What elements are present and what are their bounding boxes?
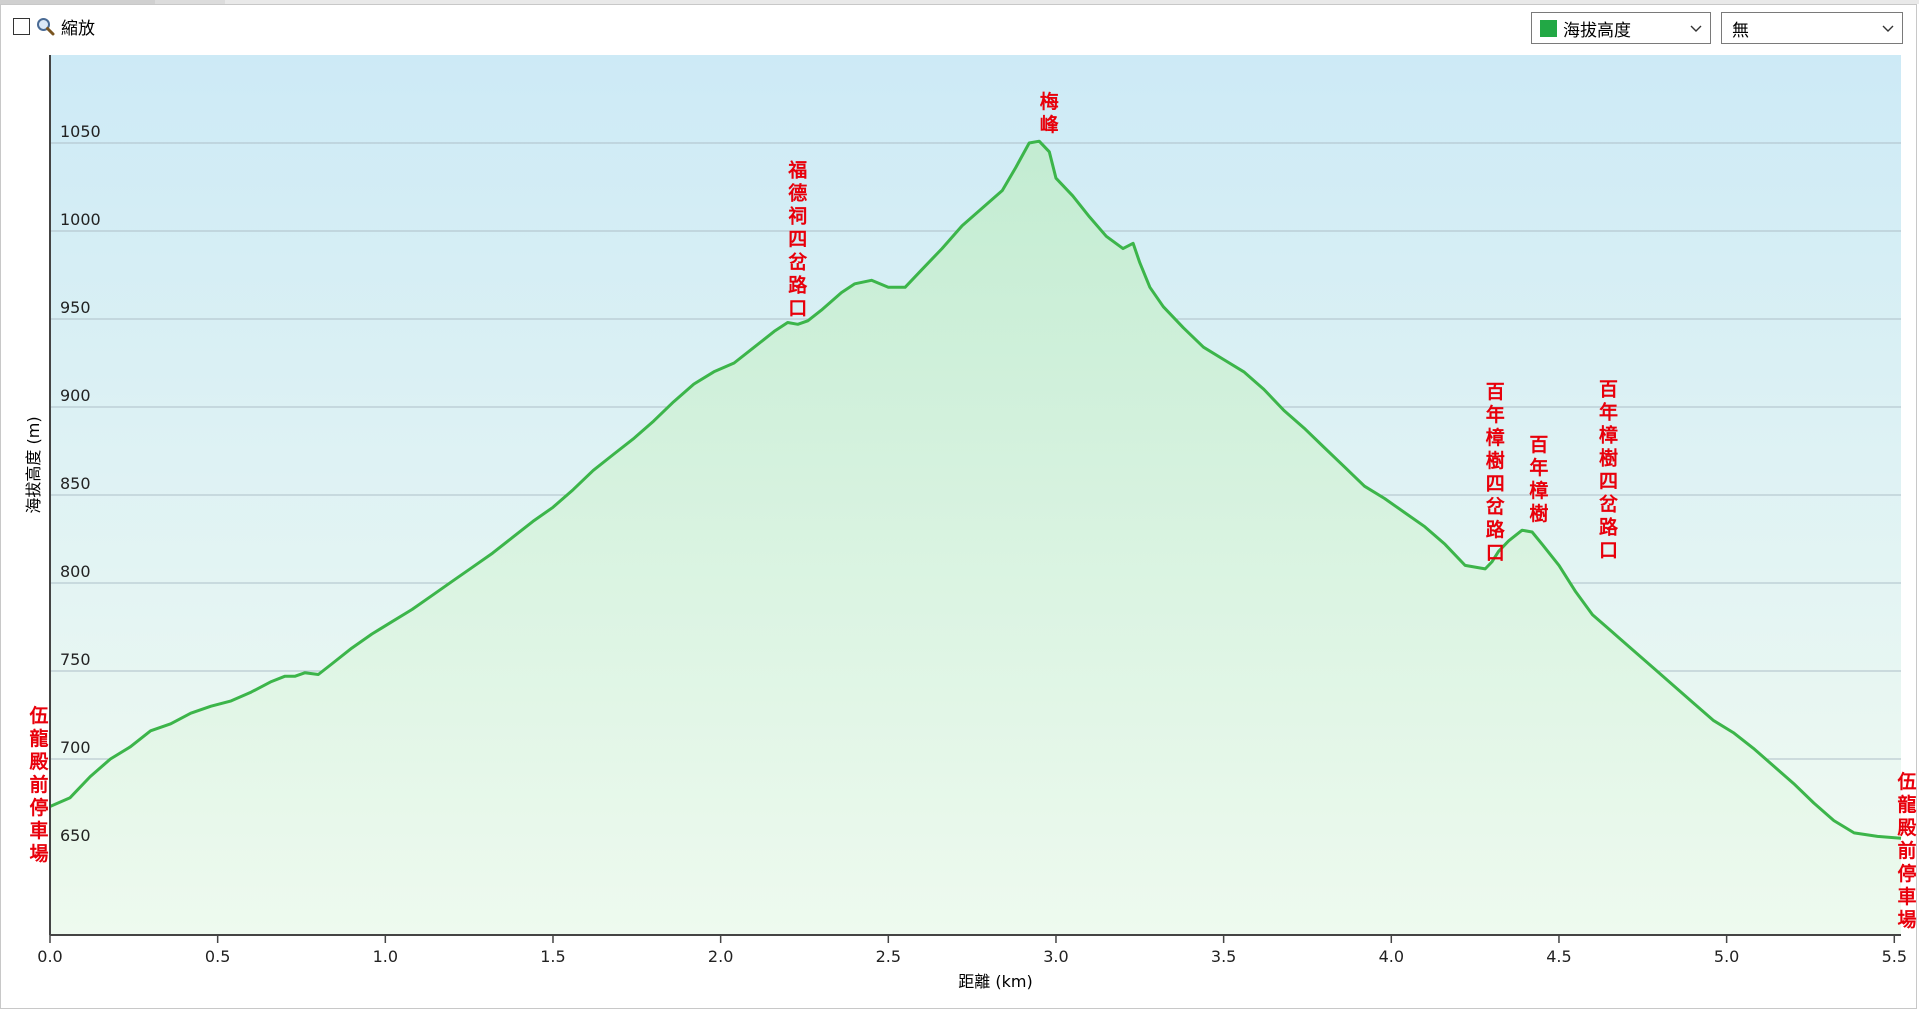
magnifier-icon: [37, 17, 55, 35]
annotation-char: 前: [1897, 839, 1916, 862]
annotation-char: 伍: [1896, 770, 1916, 793]
annotation-char: 樟: [1486, 426, 1505, 449]
zoom-toolbar: 縮放: [13, 14, 95, 39]
annotation-char: 伍: [28, 704, 48, 727]
annotation-char: 百: [1529, 434, 1548, 456]
annotation-char: 年: [1599, 400, 1618, 423]
zoom-label: 縮放: [61, 18, 95, 39]
annotation-char: 路: [788, 273, 808, 296]
elevation-line[interactable]: [49, 139, 1902, 840]
y-axis-ticks: 650 700 750 800 850 900 950 1000 1050: [60, 122, 101, 845]
annotation-char: 四: [1486, 473, 1505, 495]
annotation-char: 龍: [29, 727, 48, 750]
series-select[interactable]: 海拔高度: [1531, 12, 1711, 44]
annotation-char: 場: [1897, 909, 1916, 931]
annotation-char: 年: [1529, 456, 1548, 479]
y-tick-label: 700: [60, 738, 91, 757]
zoom-checkbox[interactable]: [13, 17, 30, 35]
annotation-char: 樹: [1486, 449, 1505, 472]
annotation-char: 百: [1486, 381, 1505, 403]
x-axis-title: 距離 (km): [958, 972, 1032, 991]
annotation-char: 梅: [1040, 90, 1059, 113]
elevation-area: [50, 141, 1901, 935]
series-color-swatch: [1540, 19, 1557, 37]
top-strip: [0, 0, 1919, 4]
x-axis-ticks: 0.0 0.5 1.0 1.5 2.0 2.5 3.0 3.5 4.0 4.5 5.0 5.5: [37, 935, 1907, 966]
annotation-char: 岔: [1486, 495, 1506, 518]
annotation-char: 樹: [1599, 446, 1618, 469]
secondary-select-value: 無: [1732, 20, 1749, 41]
axes: [49, 55, 1901, 936]
annotation-char: 福: [787, 158, 807, 181]
x-tick-label: 5.5: [1882, 947, 1907, 966]
annotation-char: 年: [1486, 403, 1505, 426]
y-tick-label: 850: [60, 474, 91, 493]
annotation-char: 峰: [1040, 113, 1060, 136]
x-tick-label: 5.0: [1714, 947, 1739, 966]
y-tick-label: 750: [60, 650, 91, 669]
y-tick-label: 650: [60, 826, 91, 845]
tab-strip-mid[interactable]: [155, 0, 225, 4]
x-tick-label: 3.5: [1211, 947, 1236, 966]
annotation-char: 祠: [788, 204, 807, 227]
annotation-char: 停: [29, 796, 48, 819]
annotation-char: 場: [29, 843, 48, 865]
annotation-char: 龍: [1897, 793, 1916, 816]
x-tick-label: 0.0: [37, 947, 62, 966]
waypoint-annotations: 伍龍殿前停車場福德祠四岔路口梅峰百年樟樹四岔路口百年樟樹百年樟樹四岔路口伍龍殿前…: [28, 90, 1917, 931]
annotation-char: 德: [788, 181, 807, 204]
annotation-char: 前: [29, 773, 48, 796]
annotation-char: 殿: [28, 751, 49, 773]
secondary-select[interactable]: 無: [1721, 12, 1903, 44]
annotation-char: 車: [29, 819, 48, 842]
annotation-char: 岔: [788, 250, 808, 273]
annotation-char: 路: [1599, 515, 1619, 538]
annotation-char: 停: [1897, 862, 1916, 885]
annotation-char: 樹: [1529, 502, 1548, 525]
y-tick-label: 900: [60, 386, 91, 405]
x-tick-label: 3.0: [1043, 947, 1068, 966]
annotation-char: 樟: [1599, 423, 1618, 446]
annotation-char: 路: [1486, 518, 1506, 541]
annotation-char: 樟: [1529, 479, 1548, 502]
x-tick-label: 4.0: [1379, 947, 1404, 966]
annotation-char: 岔: [1599, 492, 1619, 515]
annotation-char: 四: [1599, 470, 1618, 492]
y-tick-label: 1050: [60, 122, 101, 141]
x-tick-label: 0.5: [205, 947, 230, 966]
x-tick-label: 1.0: [373, 947, 398, 966]
x-tick-label: 2.5: [876, 947, 901, 966]
y-tick-label: 1000: [60, 210, 101, 229]
annotation-char: 百: [1599, 378, 1618, 400]
y-tick-label: 950: [60, 298, 91, 317]
x-tick-label: 1.5: [540, 947, 565, 966]
annotation-char: 口: [1599, 539, 1618, 561]
annotation-char: 車: [1897, 885, 1916, 908]
y-tick-label: 800: [60, 562, 91, 581]
chevron-down-icon: [1882, 25, 1894, 32]
x-tick-label: 4.5: [1546, 947, 1571, 966]
y-axis-title: 海拔高度 (m): [24, 416, 43, 513]
x-tick-label: 2.0: [708, 947, 733, 966]
annotation-char: 殿: [1896, 817, 1917, 839]
series-select-value: 海拔高度: [1563, 20, 1631, 41]
chevron-down-icon: [1690, 25, 1702, 32]
tab-strip-left[interactable]: [0, 0, 155, 4]
annotation-char: 口: [1486, 542, 1505, 564]
annotation-char: 口: [788, 297, 807, 319]
annotation-char: 四: [788, 228, 807, 250]
annotation-label: 梅峰: [1040, 90, 1060, 136]
